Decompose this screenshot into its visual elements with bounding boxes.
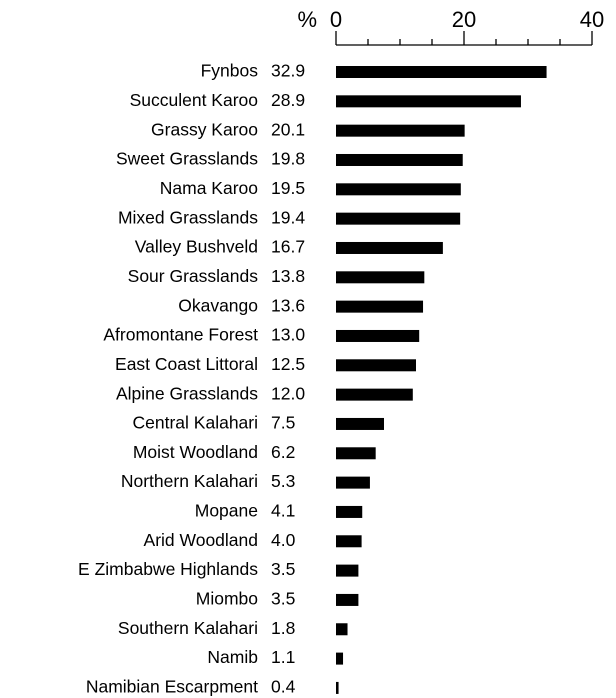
category-label: Southern Kalahari xyxy=(118,618,258,638)
value-label: 19.4 xyxy=(271,207,305,227)
category-label: Central Kalahari xyxy=(133,413,258,433)
category-label: East Coast Littoral xyxy=(115,354,258,374)
bar xyxy=(336,359,416,372)
category-label: Sour Grasslands xyxy=(128,266,259,286)
value-label: 5.3 xyxy=(271,471,295,491)
x-tick-label: 20 xyxy=(452,7,476,32)
value-label: 1.1 xyxy=(271,647,295,667)
category-label: Namibian Escarpment xyxy=(86,677,258,697)
category-label: Mixed Grasslands xyxy=(118,207,258,227)
value-label: 13.0 xyxy=(271,325,305,345)
bar xyxy=(336,388,413,401)
bar xyxy=(336,124,465,137)
category-label: Miombo xyxy=(196,589,258,609)
bar xyxy=(336,681,339,694)
bar xyxy=(336,535,362,548)
value-label: 20.1 xyxy=(271,119,305,139)
value-label: 1.8 xyxy=(271,618,295,638)
category-label: Namib xyxy=(207,647,258,667)
value-label: 13.8 xyxy=(271,266,305,286)
bar xyxy=(336,300,424,313)
axis-label: % xyxy=(297,7,317,32)
bar xyxy=(336,447,376,460)
bar xyxy=(336,95,521,108)
value-label: 19.8 xyxy=(271,149,305,169)
value-label: 3.5 xyxy=(271,589,295,609)
category-label: Fynbos xyxy=(201,61,259,81)
category-label: Grassy Karoo xyxy=(151,119,258,139)
value-label: 28.9 xyxy=(271,90,305,110)
category-label: Northern Kalahari xyxy=(121,471,258,491)
value-label: 13.6 xyxy=(271,295,305,315)
category-label: Moist Woodland xyxy=(133,442,258,462)
category-label: Nama Karoo xyxy=(160,178,258,198)
bar xyxy=(336,329,420,342)
value-label: 16.7 xyxy=(271,237,305,257)
bar xyxy=(336,564,359,577)
value-label: 3.5 xyxy=(271,559,295,579)
category-label: Afromontane Forest xyxy=(103,325,258,345)
value-label: 4.0 xyxy=(271,530,296,550)
category-label: E Zimbabwe Highlands xyxy=(78,559,258,579)
category-label: Sweet Grasslands xyxy=(116,149,258,169)
category-label: Valley Bushveld xyxy=(135,237,258,257)
category-label: Alpine Grasslands xyxy=(116,383,258,403)
value-label: 19.5 xyxy=(271,178,305,198)
bar xyxy=(336,153,463,166)
category-label: Arid Woodland xyxy=(144,530,258,550)
bar xyxy=(336,417,384,430)
bar xyxy=(336,623,348,636)
bar xyxy=(336,593,359,606)
bar xyxy=(336,66,547,78)
bar xyxy=(336,212,461,225)
value-label: 6.2 xyxy=(271,442,295,462)
x-tick-label: 40 xyxy=(580,7,604,32)
category-label: Mopane xyxy=(195,501,258,521)
bar xyxy=(336,241,443,254)
value-label: 4.1 xyxy=(271,501,295,521)
value-label: 0.4 xyxy=(271,677,296,697)
category-label: Succulent Karoo xyxy=(130,90,258,110)
value-label: 12.0 xyxy=(271,383,305,403)
value-label: 7.5 xyxy=(271,413,295,433)
bar xyxy=(336,652,344,665)
value-label: 12.5 xyxy=(271,354,305,374)
bar xyxy=(336,183,461,196)
x-tick-label: 0 xyxy=(330,7,342,32)
value-label: 32.9 xyxy=(271,61,305,81)
bar xyxy=(336,271,425,284)
bar xyxy=(336,476,370,489)
category-label: Okavango xyxy=(178,295,258,315)
bar xyxy=(336,505,363,518)
